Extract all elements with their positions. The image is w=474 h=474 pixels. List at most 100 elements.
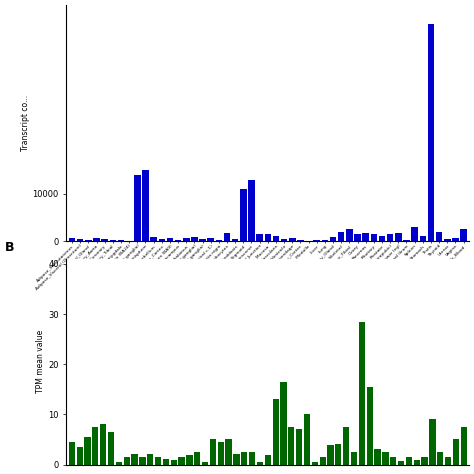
Bar xyxy=(395,233,401,241)
Bar xyxy=(84,437,91,465)
Y-axis label: Transcript co...: Transcript co... xyxy=(21,95,30,151)
Bar xyxy=(346,229,353,241)
Bar xyxy=(158,239,165,241)
Bar xyxy=(382,452,389,465)
Bar xyxy=(147,455,154,465)
Bar xyxy=(281,239,287,241)
Bar xyxy=(421,457,428,465)
Bar xyxy=(328,446,334,465)
Bar xyxy=(77,239,83,241)
Bar xyxy=(163,458,169,465)
Bar xyxy=(171,459,177,465)
Bar xyxy=(379,236,385,241)
Bar xyxy=(288,427,294,465)
Bar xyxy=(131,455,137,465)
Bar xyxy=(199,239,206,241)
Bar xyxy=(359,321,365,465)
Bar xyxy=(280,382,287,465)
Bar xyxy=(208,238,214,241)
Bar xyxy=(429,419,436,465)
Bar xyxy=(118,240,124,241)
Bar xyxy=(202,462,208,465)
Bar xyxy=(175,240,182,241)
Bar xyxy=(248,180,255,241)
Bar xyxy=(374,449,381,465)
Bar xyxy=(134,175,141,241)
Bar xyxy=(452,238,459,241)
Bar xyxy=(461,427,467,465)
Bar xyxy=(150,237,157,241)
Bar xyxy=(444,239,450,241)
Bar xyxy=(398,461,404,465)
Bar xyxy=(191,237,198,241)
Bar xyxy=(406,457,412,465)
Bar xyxy=(139,457,146,465)
Bar xyxy=(233,455,239,465)
Bar xyxy=(428,24,434,241)
Bar xyxy=(76,447,83,465)
Bar xyxy=(313,240,320,241)
Bar xyxy=(256,234,263,241)
Bar xyxy=(319,457,326,465)
Bar xyxy=(289,238,296,241)
Bar xyxy=(116,462,122,465)
Y-axis label: TPM mean value: TPM mean value xyxy=(36,330,46,393)
Bar xyxy=(178,457,185,465)
Bar xyxy=(142,170,149,241)
Bar xyxy=(224,233,230,241)
Bar xyxy=(155,457,161,465)
Bar xyxy=(257,462,263,465)
Bar xyxy=(330,237,337,241)
Bar xyxy=(387,234,393,241)
Bar xyxy=(354,234,361,241)
Bar xyxy=(460,229,467,241)
Bar xyxy=(273,236,279,241)
Bar xyxy=(124,457,130,465)
Bar xyxy=(216,240,222,241)
Bar xyxy=(338,232,345,241)
Bar xyxy=(226,439,232,465)
Bar xyxy=(403,240,410,241)
Bar xyxy=(273,399,279,465)
Bar xyxy=(453,439,459,465)
Bar xyxy=(304,414,310,465)
Bar xyxy=(69,442,75,465)
Bar xyxy=(69,238,75,241)
Bar xyxy=(363,233,369,241)
Bar xyxy=(436,232,442,241)
Bar xyxy=(240,189,246,241)
Bar xyxy=(93,238,100,241)
Bar xyxy=(366,387,373,465)
Bar xyxy=(445,457,451,465)
Bar xyxy=(92,427,99,465)
Bar xyxy=(109,240,116,241)
Bar xyxy=(167,238,173,241)
Bar xyxy=(343,427,349,465)
Bar xyxy=(101,239,108,241)
X-axis label: Tissues: Tissues xyxy=(247,314,288,324)
Bar xyxy=(296,429,302,465)
Bar xyxy=(437,452,443,465)
Bar xyxy=(312,462,318,465)
Bar xyxy=(241,452,247,465)
Bar xyxy=(371,234,377,241)
Bar xyxy=(249,452,255,465)
Bar xyxy=(85,240,91,241)
Bar xyxy=(100,424,106,465)
Bar xyxy=(297,240,304,241)
Bar xyxy=(335,445,341,465)
Bar xyxy=(411,227,418,241)
Bar xyxy=(232,239,238,241)
Bar xyxy=(414,459,420,465)
Bar xyxy=(264,234,271,241)
Bar xyxy=(264,456,271,465)
Bar xyxy=(186,456,192,465)
Bar xyxy=(108,432,114,465)
Text: B: B xyxy=(5,241,14,254)
Bar xyxy=(351,452,357,465)
Bar xyxy=(390,457,396,465)
Bar xyxy=(194,452,201,465)
Bar xyxy=(322,240,328,241)
Bar xyxy=(183,238,190,241)
Bar xyxy=(210,439,216,465)
